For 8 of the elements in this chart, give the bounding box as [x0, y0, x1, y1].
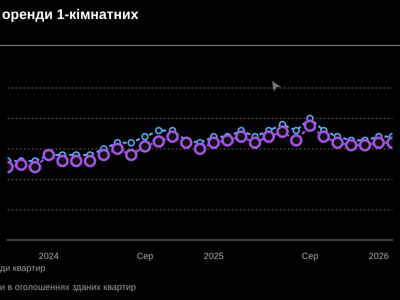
text: ди квартир — [0, 263, 46, 273]
chart-title: оренди 1-кімнатних — [2, 6, 138, 22]
x-tick-label: 2026 — [368, 251, 389, 262]
x-tick-label: Сер — [302, 251, 318, 262]
x-tick-label: 2025 — [204, 251, 224, 262]
text: и в оголошеннях зданих квартир — [0, 282, 136, 292]
x-tick-label: Сер — [136, 251, 154, 262]
x-tick-label: 2024 — [38, 251, 59, 262]
